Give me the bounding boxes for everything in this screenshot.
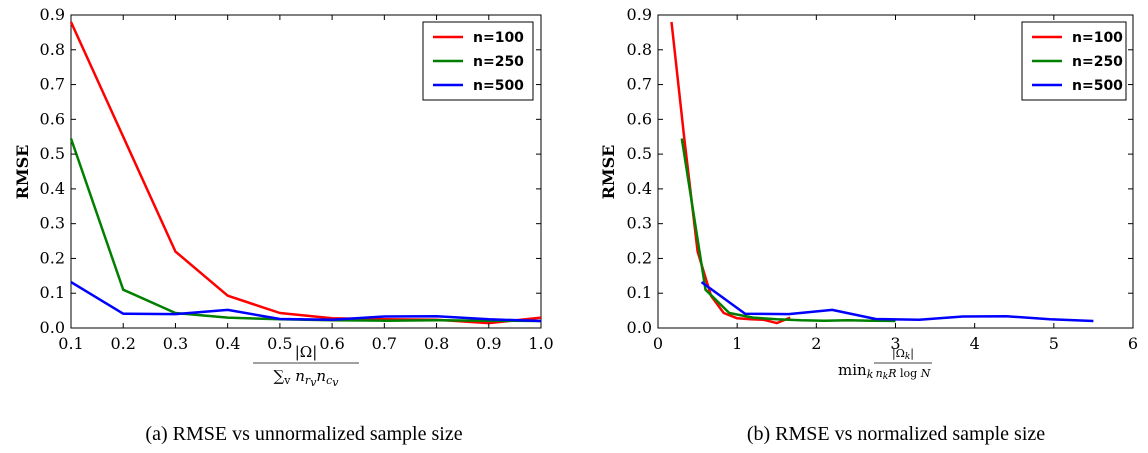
x-tick-label: 3	[890, 334, 900, 353]
x-tick-label: 0.7	[372, 334, 397, 353]
x-tick-label: 0	[653, 334, 663, 353]
y-tick-label: 0.6	[40, 109, 65, 128]
y-tick-label: 0.5	[627, 144, 652, 163]
y-tick-label: 0.4	[627, 179, 652, 198]
x-axis-label: |Ω| ∑v nrvncv	[253, 343, 359, 389]
series-line-n-500	[70, 281, 542, 323]
x-tick-label: 0.8	[424, 334, 449, 353]
series-line-n-500	[700, 281, 1094, 323]
x-tick-label: 1.0	[528, 334, 553, 353]
y-tick-label: 0.1	[40, 283, 65, 302]
x-tick-label: 5	[1049, 334, 1059, 353]
x-tick-label: 2	[811, 334, 821, 353]
legend: n=100 n=250 n=500	[422, 21, 534, 101]
x-tick-label: 4	[970, 334, 980, 353]
y-tick-label: 0.6	[627, 109, 652, 128]
y-tick-label: 0.2	[40, 248, 65, 267]
legend-label: n=250	[1072, 54, 1123, 70]
y-tick-label: 0.3	[627, 214, 652, 233]
x-tick-label: 1	[732, 334, 742, 353]
x-tick-label: 0.2	[110, 334, 135, 353]
x-tick-label: 0.4	[215, 334, 240, 353]
caption: (a) RMSE vs unnormalized sample size	[145, 423, 462, 445]
y-tick-label: 0.7	[627, 75, 652, 94]
y-tick-label: 0.1	[627, 283, 652, 302]
caption: (b) RMSE vs normalized sample size	[747, 423, 1045, 445]
legend-label: n=100	[473, 30, 524, 46]
y-tick-label: 0.9	[40, 5, 65, 24]
y-tick-label: 0.5	[40, 144, 65, 163]
legend-label: n=250	[473, 54, 524, 70]
x-tick-label: 0.9	[476, 334, 501, 353]
y-tick-label: 0.2	[627, 248, 652, 267]
y-tick-label: 0.0	[40, 318, 65, 337]
svg-text:|Ωk|: |Ωk|	[892, 347, 914, 362]
x-tick-label: 0.6	[319, 334, 344, 353]
y-tick-label: 0.8	[627, 40, 652, 59]
y-tick-label: 0.9	[627, 5, 652, 24]
x-tick-label: 0.5	[267, 334, 292, 353]
series-line-n-250	[680, 138, 896, 323]
svg-text:nkR log N: nkR log N	[876, 367, 931, 382]
legend-label: n=500	[1072, 78, 1123, 94]
svg-text:mink: mink	[838, 361, 874, 381]
chart-panel-b: 0 1 2 3 4 5 6 0.0 0.1 0.2 0.3 0.4 0.5 0.6 0.7 0.8 0.9 RM…	[599, 5, 1138, 445]
x-tick-label: 0.3	[163, 334, 188, 353]
legend: n=100 n=250 n=500	[1021, 21, 1127, 101]
plot-frame	[70, 14, 542, 329]
y-tick-label: 0.8	[40, 40, 65, 59]
y-axis-label: RMSE	[599, 145, 618, 200]
series-line-n-250	[69, 138, 542, 323]
y-tick-label: 0.7	[40, 75, 65, 94]
svg-text:∑v nrvncv: ∑v nrvncv	[274, 367, 340, 389]
chart-panel-a: 0.1 0.2 0.3 0.4 0.5 0.6 0.7 0.8 0.9 1.00.00.10.20…	[13, 5, 554, 445]
legend-label: n=500	[473, 78, 524, 94]
svg-text:|Ω|: |Ω|	[295, 343, 318, 361]
y-axis-label: RMSE	[13, 145, 32, 200]
x-tick-label: 0.1	[58, 334, 83, 353]
x-axis-label: mink |Ωk| nkR log N	[838, 347, 932, 382]
legend-label: n=100	[1072, 30, 1123, 46]
x-tick-label: 6	[1128, 334, 1138, 353]
series-line-n-100	[670, 21, 791, 325]
y-tick-label: 0.3	[40, 214, 65, 233]
y-tick-label: 0.4	[40, 179, 65, 198]
y-tick-label: 0.0	[627, 318, 652, 337]
